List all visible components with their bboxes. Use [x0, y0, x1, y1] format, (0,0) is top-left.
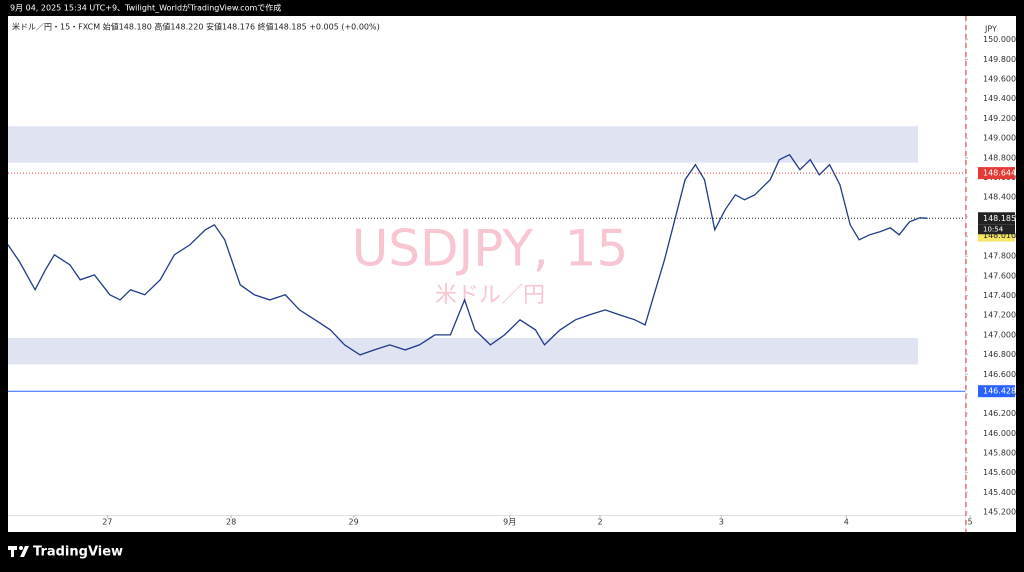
y-tick-label: 145.600 — [983, 468, 1016, 477]
y-tick-label: 147.800 — [983, 252, 1016, 261]
x-tick-label: 5 — [968, 518, 973, 527]
zone — [8, 126, 918, 163]
y-tick-label: 147.600 — [983, 271, 1016, 280]
price-label: 148.010 — [983, 231, 1016, 240]
watermark-sub: 米ドル／円 — [435, 283, 545, 308]
price-label: 146.428 — [983, 387, 1016, 396]
price-label-box — [978, 385, 1015, 398]
price-label: 148.185 — [983, 214, 1016, 223]
x-tick-label: 4 — [844, 518, 849, 527]
y-tick-label: 149.400 — [983, 94, 1016, 103]
price-label-box — [978, 212, 1015, 225]
countdown-box — [978, 224, 1015, 235]
caption: 9月 04, 2025 15:34 UTC+9、Twilight_WorldがT… — [10, 3, 281, 13]
y-tick-label: 149.600 — [983, 75, 1016, 84]
y-tick-label: 149.200 — [983, 114, 1016, 123]
brand-logo — [8, 546, 29, 557]
y-tick-label: 147.000 — [983, 330, 1016, 339]
y-tick-label: 146.800 — [983, 350, 1016, 359]
y-tick-label: 148.400 — [983, 193, 1016, 202]
x-tick-label: 28 — [226, 518, 236, 527]
chart-panel — [8, 16, 1016, 532]
currency: JPY — [984, 25, 997, 34]
y-tick-label: 145.800 — [983, 448, 1016, 457]
y-tick-label: 147.400 — [983, 291, 1016, 300]
zone — [8, 337, 918, 365]
x-tick-label: 3 — [719, 518, 724, 527]
y-tick-label: 147.200 — [983, 311, 1016, 320]
y-tick-label: 149.000 — [983, 134, 1016, 143]
watermark: USDJPY, 15 — [352, 220, 629, 278]
y-tick-label: 145.200 — [983, 508, 1016, 517]
y-tick-label: 148.800 — [983, 153, 1016, 162]
y-tick-label: 145.400 — [983, 488, 1016, 497]
y-tick-label: 146.000 — [983, 429, 1016, 438]
y-tick-label: 146.200 — [983, 409, 1016, 418]
x-tick-label: 29 — [349, 518, 359, 527]
y-tick-label: 149.800 — [983, 55, 1016, 64]
countdown: 10:54 — [983, 225, 1004, 233]
x-tick-label: 9月 — [503, 518, 516, 527]
symbol-line: 米ドル／円・15・FXCM 始値148.180 高値148.220 安値148.… — [12, 22, 380, 32]
price-line-series — [7, 153, 928, 356]
y-tick-label: 150.000 — [983, 35, 1016, 44]
y-tick-label: 146.600 — [983, 370, 1016, 379]
price-label-box — [978, 167, 1015, 180]
brand: TradingView — [33, 545, 123, 560]
x-tick-label: 27 — [102, 518, 112, 527]
x-tick-label: 2 — [597, 518, 602, 527]
price-label: 148.644 — [983, 169, 1016, 178]
